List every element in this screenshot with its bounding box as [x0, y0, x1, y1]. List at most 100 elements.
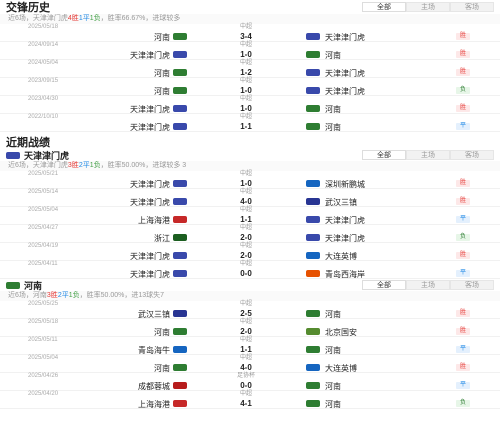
away-team-logo-icon — [306, 310, 320, 317]
match-date: 2025/04/20 — [28, 391, 59, 397]
match-date: 2025/05/14 — [28, 189, 59, 195]
home-team: 上海海港 — [138, 400, 170, 409]
match-date: 2025/04/19 — [28, 243, 59, 249]
away-team: 深圳新鹏城 — [325, 180, 365, 189]
home-team: 天津津门虎 — [130, 252, 170, 261]
away-team-logo-icon — [306, 180, 320, 187]
match-row[interactable]: 武汉三镇 2-5 河南 胜 — [0, 308, 500, 319]
team1-summary: 近6场，天津津门虎3胜2平1负，胜率50.00%，进球较多 3 — [0, 161, 500, 171]
match-date: 2025/05/04 — [28, 355, 59, 361]
match-league: 中超 — [239, 337, 252, 343]
team2-logo-icon — [6, 281, 20, 289]
away-team: 大连英博 — [325, 364, 357, 373]
filter-home[interactable]: 主场 — [406, 150, 450, 160]
home-team: 河南 — [154, 328, 170, 337]
match-row[interactable]: 天津津门虎 1-0 河南 胜 — [0, 49, 500, 60]
match-date: 2025/05/18 — [28, 24, 59, 30]
match-date-row: 2025/05/25 中超 — [0, 301, 500, 308]
filter-all[interactable]: 全部 — [362, 150, 406, 160]
away-team: 大连英博 — [325, 252, 357, 261]
filter-away[interactable]: 客场 — [450, 150, 494, 160]
filter-all[interactable]: 全部 — [362, 2, 406, 12]
away-team: 北京国安 — [325, 328, 357, 337]
home-team-logo-icon — [173, 234, 187, 241]
team1-filter: 全部 主场 客场 — [362, 150, 494, 160]
match-row[interactable]: 天津津门虎 0-0 青岛西海岸 平 — [0, 268, 500, 279]
match-score: 2-0 — [240, 233, 252, 242]
filter-home[interactable]: 主场 — [406, 280, 450, 290]
match-league: 中超 — [239, 60, 252, 66]
away-team-logo-icon — [306, 216, 320, 223]
match-date-row: 2025/05/14 中超 — [0, 189, 500, 196]
match-row[interactable]: 浙江 2-0 天津津门虎 负 — [0, 232, 500, 243]
match-score: 1-2 — [240, 68, 252, 77]
away-team: 河南 — [325, 310, 341, 319]
match-date: 2025/05/11 — [28, 337, 58, 343]
filter-all[interactable]: 全部 — [362, 280, 406, 290]
match-league: 中超 — [239, 355, 252, 361]
away-team-logo-icon — [306, 123, 320, 130]
away-team: 河南 — [325, 51, 341, 60]
match-league: 中超 — [239, 96, 252, 102]
result-badge: 负 — [456, 87, 470, 94]
match-row[interactable]: 天津津门虎 1-0 深圳新鹏城 胜 — [0, 178, 500, 189]
home-team-logo-icon — [173, 87, 187, 94]
away-team-logo-icon — [306, 105, 320, 112]
match-date: 2025/04/11 — [28, 261, 58, 267]
match-league: 中超 — [239, 225, 252, 231]
result-badge: 胜 — [456, 51, 470, 58]
match-row[interactable]: 成都蓉城 0-0 河南 平 — [0, 380, 500, 391]
match-date: 2025/04/27 — [28, 225, 59, 231]
filter-home[interactable]: 主场 — [406, 2, 450, 12]
home-team-logo-icon — [173, 198, 187, 205]
team2-header: 河南 全部 主场 客场 — [0, 279, 500, 291]
away-team-logo-icon — [306, 252, 320, 259]
match-score: 2-0 — [240, 251, 252, 260]
match-date-row: 2025/04/20 中超 — [0, 391, 500, 398]
match-row[interactable]: 河南 4-0 大连英博 胜 — [0, 362, 500, 373]
match-date-row: 2025/04/19 中超 — [0, 243, 500, 250]
away-team-logo-icon — [306, 346, 320, 353]
away-team: 天津津门虎 — [325, 87, 365, 96]
match-date: 2023/09/15 — [28, 78, 59, 84]
match-row[interactable]: 河南 1-0 天津津门虎 负 — [0, 85, 500, 96]
match-row[interactable]: 天津津门虎 1-0 河南 胜 — [0, 103, 500, 114]
match-row[interactable]: 上海海港 1-1 天津津门虎 平 — [0, 214, 500, 225]
home-team: 成都蓉城 — [138, 382, 170, 391]
team2-filter: 全部 主场 客场 — [362, 280, 494, 290]
match-date: 2025/04/26 — [28, 373, 59, 379]
match-row[interactable]: 河南 3-4 天津津门虎 胜 — [0, 31, 500, 42]
away-team: 天津津门虎 — [325, 33, 365, 42]
match-row[interactable]: 河南 1-2 天津津门虎 胜 — [0, 67, 500, 78]
h2h-filter: 全部 主场 客场 — [362, 2, 494, 12]
home-team-logo-icon — [173, 69, 187, 76]
match-date: 2025/05/18 — [28, 319, 59, 325]
filter-away[interactable]: 客场 — [450, 280, 494, 290]
home-team-logo-icon — [173, 33, 187, 40]
match-score: 4-1 — [240, 399, 252, 408]
match-league: 中超 — [239, 391, 252, 397]
match-date: 2024/05/04 — [28, 60, 59, 66]
match-row[interactable]: 青岛海牛 1-1 河南 平 — [0, 344, 500, 355]
match-league: 中超 — [239, 24, 252, 30]
match-row[interactable]: 上海海港 4-1 河南 负 — [0, 398, 500, 409]
result-badge: 胜 — [456, 364, 470, 371]
home-team: 上海海港 — [138, 216, 170, 225]
result-badge: 胜 — [456, 252, 470, 259]
match-date-row: 2025/05/11 中超 — [0, 337, 500, 344]
home-team: 河南 — [154, 33, 170, 42]
team1-logo-icon — [6, 151, 20, 159]
match-row[interactable]: 天津津门虎 4-0 武汉三镇 胜 — [0, 196, 500, 207]
home-team: 天津津门虎 — [130, 198, 170, 207]
away-team-logo-icon — [306, 198, 320, 205]
match-row[interactable]: 天津津门虎 2-0 大连英博 胜 — [0, 250, 500, 261]
match-score: 1-0 — [240, 50, 252, 59]
match-score: 4-0 — [240, 197, 252, 206]
match-row[interactable]: 天津津门虎 1-1 河南 平 — [0, 121, 500, 132]
match-row[interactable]: 河南 2-0 北京国安 胜 — [0, 326, 500, 337]
home-team-logo-icon — [173, 364, 187, 371]
filter-away[interactable]: 客场 — [450, 2, 494, 12]
match-date-row: 2025/04/11 中超 — [0, 261, 500, 268]
away-team-logo-icon — [306, 270, 320, 277]
team2-name: 河南 — [24, 280, 43, 291]
